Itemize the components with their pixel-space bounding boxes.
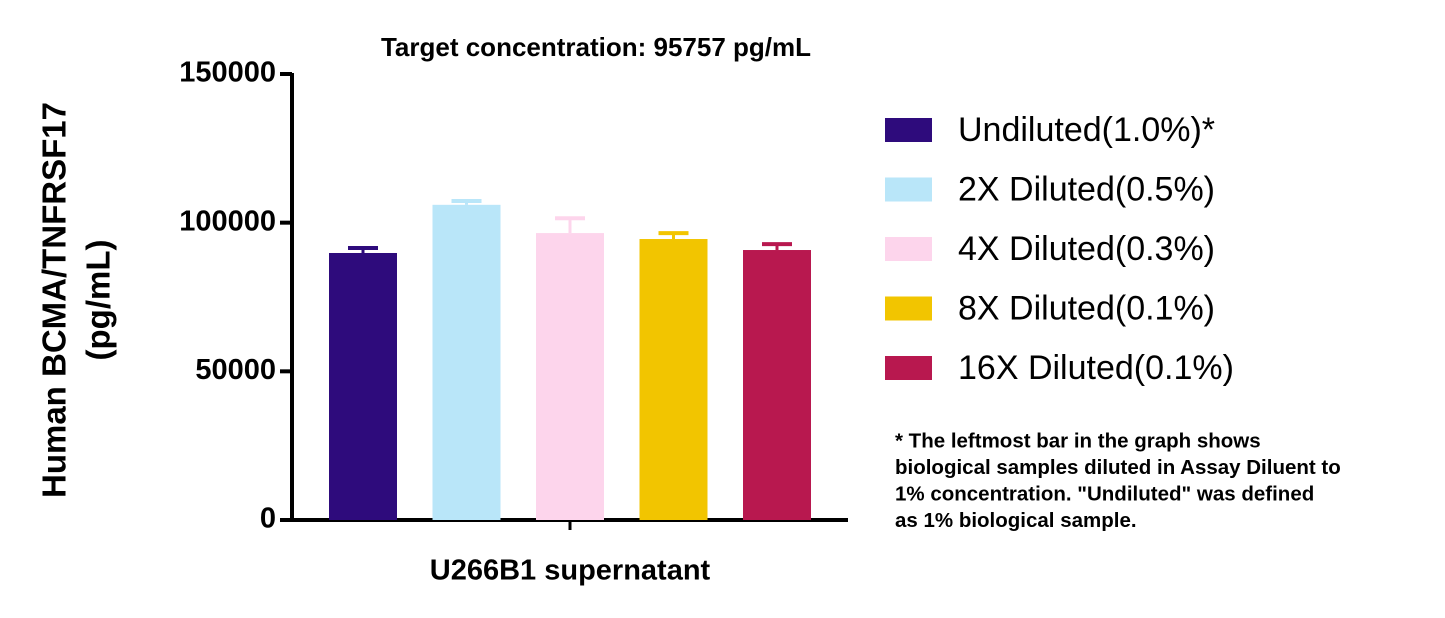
y-tick-label: 100000 <box>179 205 276 237</box>
y-label-group: Human BCMA/TNFRSF17 (pg/mL) <box>36 102 117 498</box>
y-tick-label: 50000 <box>195 354 276 386</box>
legend-swatch <box>885 177 932 202</box>
y-axis-label: Human BCMA/TNFRSF17 <box>36 102 73 498</box>
y-tick-label: 0 <box>260 503 276 535</box>
legend-label: Undiluted(1.0%)* <box>958 111 1215 149</box>
y-axis-label: (pg/mL) <box>80 240 117 361</box>
bar <box>432 204 501 520</box>
chart-title: Target concentration: 95757 pg/mL <box>381 32 811 62</box>
bar <box>743 250 811 520</box>
footnote: 1% concentration. "Undiluted" was define… <box>895 482 1314 505</box>
x-tick-label: U266B1 supernatant <box>430 555 711 587</box>
y-tick-label: 150000 <box>179 57 276 89</box>
bar <box>639 239 708 520</box>
legend-swatch <box>885 296 932 321</box>
footnote: * The leftmost bar in the graph shows <box>895 429 1261 452</box>
legend-swatch <box>885 356 932 380</box>
footnote: biological samples diluted in Assay Dilu… <box>895 456 1341 479</box>
legend-label: 8X Diluted(0.1%) <box>958 289 1215 327</box>
legend-label: 2X Diluted(0.5%) <box>958 170 1215 208</box>
bar <box>536 233 604 520</box>
legend-swatch <box>885 118 932 142</box>
legend-label: 4X Diluted(0.3%) <box>958 230 1215 268</box>
bar <box>329 252 397 520</box>
legend-swatch <box>885 237 932 261</box>
footnote: as 1% biological sample. <box>895 509 1137 532</box>
legend-label: 16X Diluted(0.1%) <box>958 349 1234 387</box>
